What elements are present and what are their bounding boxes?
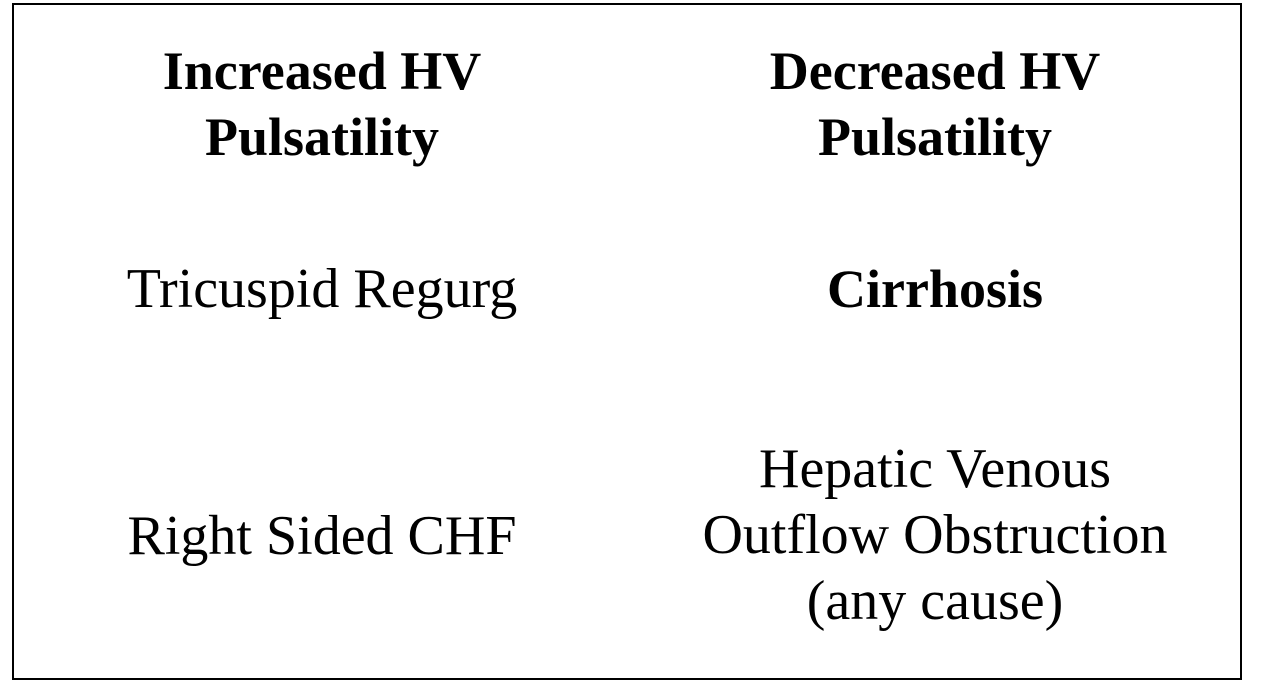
hepatic-line-2: Outflow Obstruction xyxy=(702,504,1168,566)
header-decreased-pulsatility: Decreased HV Pulsatility xyxy=(635,38,1235,170)
cause-hepatic-venous-outflow-obstruction: Hepatic Venous Outflow Obstruction (any … xyxy=(635,436,1235,634)
hepatic-line-3: (any cause) xyxy=(806,570,1064,632)
cause-cirrhosis: Cirrhosis xyxy=(827,259,1043,319)
cause-tricuspid-regurg: Tricuspid Regurg xyxy=(126,258,518,320)
hepatic-line-1: Hepatic Venous xyxy=(759,438,1111,500)
header-decreased-line-2: Pulsatility xyxy=(817,107,1052,167)
header-increased-pulsatility: Increased HV Pulsatility xyxy=(22,38,622,170)
table-frame xyxy=(12,3,1242,680)
header-increased-line-2: Pulsatility xyxy=(204,107,439,167)
header-increased-line-1: Increased HV xyxy=(162,41,482,101)
cause-right-sided-chf: Right Sided CHF xyxy=(127,505,517,567)
header-decreased-line-1: Decreased HV xyxy=(769,41,1101,101)
